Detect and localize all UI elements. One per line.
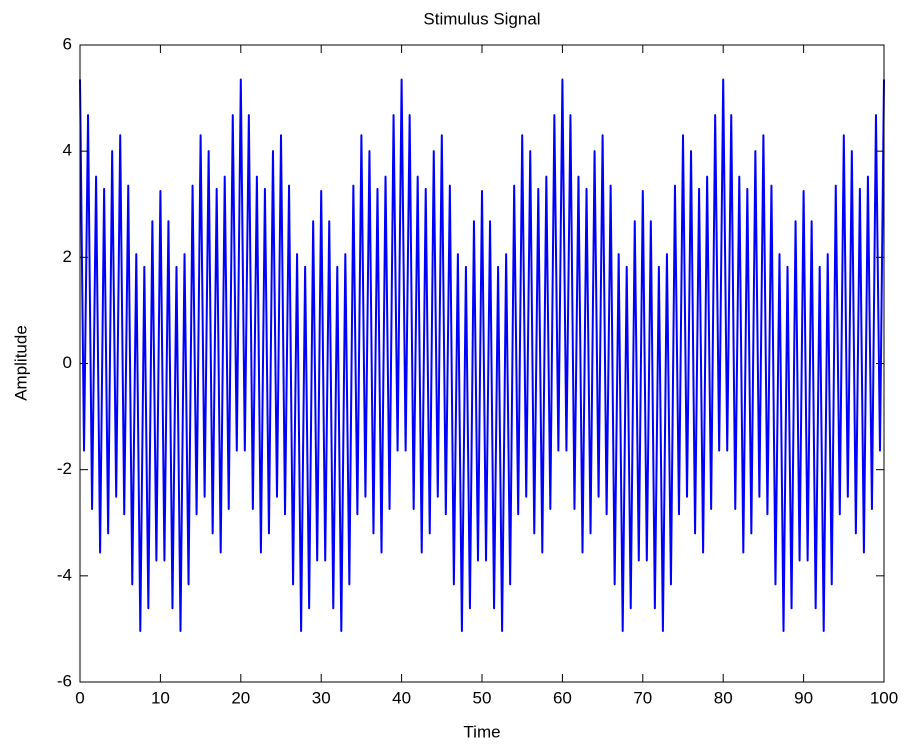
x-tick-label: 60 bbox=[553, 688, 572, 707]
y-tick-label: 0 bbox=[63, 353, 72, 372]
y-tick-label: -2 bbox=[57, 459, 72, 478]
y-axis-label: Amplitude bbox=[11, 325, 30, 401]
data-line bbox=[79, 78, 885, 633]
y-tick-label: 2 bbox=[63, 247, 72, 266]
x-tick-label: 50 bbox=[473, 688, 492, 707]
x-tick-label: 90 bbox=[794, 688, 813, 707]
x-tick-label: 10 bbox=[151, 688, 170, 707]
chart-title: Stimulus Signal bbox=[423, 9, 540, 28]
x-tick-label: 70 bbox=[633, 688, 652, 707]
x-tick-label: 0 bbox=[75, 688, 84, 707]
y-tick-label: -4 bbox=[57, 565, 72, 584]
x-tick-label: 100 bbox=[870, 688, 898, 707]
y-tick-label: -6 bbox=[57, 671, 72, 690]
x-tick-label: 80 bbox=[714, 688, 733, 707]
y-tick-label: 4 bbox=[63, 141, 72, 160]
x-tick-label: 30 bbox=[312, 688, 331, 707]
x-tick-label: 20 bbox=[231, 688, 250, 707]
x-axis-label: Time bbox=[463, 722, 500, 741]
y-tick-label: 6 bbox=[63, 34, 72, 53]
x-tick-label: 40 bbox=[392, 688, 411, 707]
